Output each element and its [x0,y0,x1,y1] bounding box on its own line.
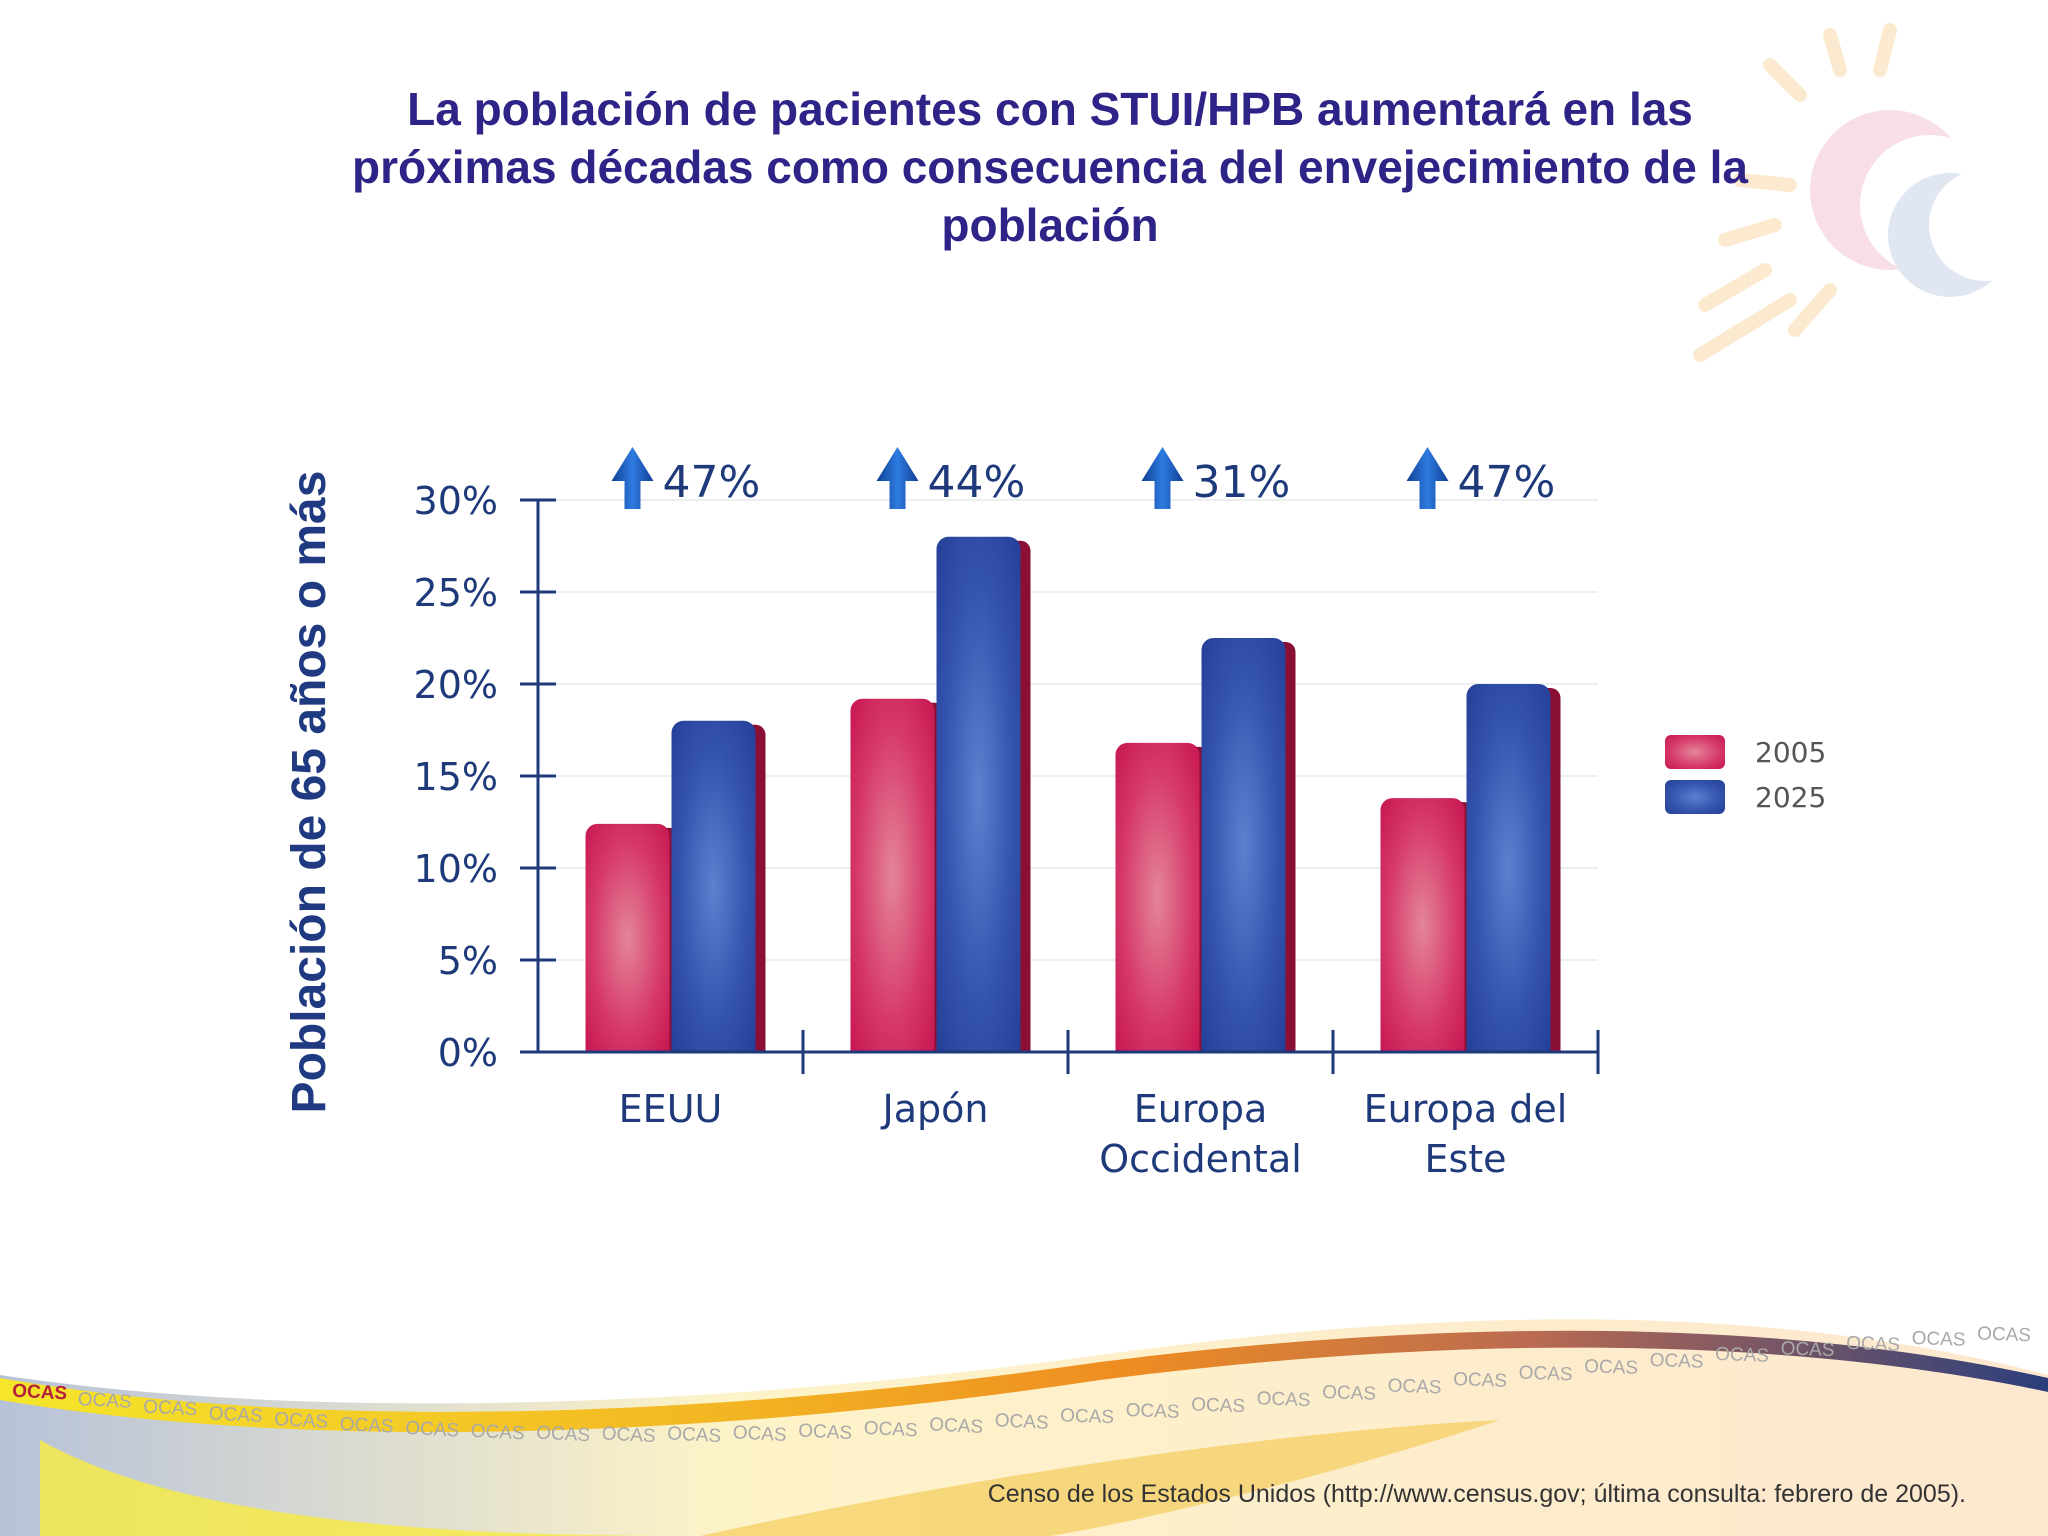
ocas-watermark-word: OCAS [1453,1369,1508,1392]
ocas-watermark-word: OCAS [536,1423,591,1447]
title-line-2: próximas décadas como consecuencia del e… [352,141,1748,193]
title-line-1: La población de pacientes con STUI/HPB a… [407,83,1693,135]
legend-swatch-2005 [1665,735,1725,769]
ocas-watermark-word: OCAS [77,1389,132,1413]
ocas-watermark-word: OCAS [339,1414,394,1438]
x-category-label: EEUU [619,1087,723,1131]
y-axis-title: Población de 65 años o más [283,471,336,1114]
ocas-watermark-word: OCAS [274,1409,329,1433]
up-arrow-icon [1406,447,1449,509]
x-category-label: Este [1424,1137,1506,1181]
y-tick-label: 5% [438,939,498,983]
ocas-watermark-word: OCAS [470,1421,525,1445]
y-tick-label: 20% [414,663,498,707]
ocas-watermark-word: OCAS [667,1423,722,1447]
chart-bars [585,536,1561,1052]
ocas-watermark-word: OCAS [1060,1405,1115,1428]
increase-label: 44% [928,457,1026,508]
up-arrow-icon [876,447,919,509]
y-tick-label: 15% [414,755,498,799]
increase-label: 31% [1193,457,1291,508]
legend-label: 2005 [1755,736,1826,769]
increase-annotations: 47% 44% 31% 47% [611,447,1556,509]
ocas-watermark-word: OCAS [1322,1382,1377,1405]
ocas-watermark-word: OCAS [1977,1323,2032,1346]
chart-axes [520,498,1600,1074]
ocas-watermark-word: OCAS [1256,1388,1311,1411]
legend: 2005 2025 [1665,735,1826,814]
title-line-3: población [941,199,1159,251]
ocas-watermark-word: OCAS [929,1414,984,1438]
ocas-watermark-word: OCAS [1584,1356,1639,1379]
legend-swatch-2025 [1665,780,1725,814]
source-note: Censo de los Estados Unidos (http://www.… [987,1480,1966,1508]
bar-2025 [671,720,756,1052]
x-category-label: Europa [1134,1087,1268,1131]
ocas-watermark-word: OCAS [994,1410,1049,1434]
ocas-watermark-word: OCAS [1846,1333,1901,1356]
slide-title: La población de pacientes con STUI/HPB a… [260,80,1840,254]
ocas-watermark-word: OCAS [1518,1363,1573,1386]
bar-2025 [1466,684,1551,1052]
ocas-watermark-word: OCAS [601,1423,656,1447]
ocas-watermark-word: OCAS [1125,1400,1180,1423]
bar-2025 [1201,638,1286,1052]
ocas-watermark-word: OCAS [143,1397,198,1421]
y-tick-label: 10% [414,847,498,891]
bar-2025 [936,536,1021,1052]
ocas-watermark-word: OCAS [1715,1344,1770,1367]
sun-moon-logo-icon [1693,23,2041,362]
bar-2005 [1380,798,1465,1052]
ocas-watermark-word: OCAS [732,1422,787,1446]
up-arrow-icon [611,447,654,509]
ocas-watermark-word: OCAS [405,1418,460,1442]
ocas-watermark-word: OCAS [1387,1376,1442,1399]
bar-2005 [850,698,935,1052]
y-tick-labels: 0% 5% 10% 15% 20% 25% 30% [414,479,498,1075]
x-category-label: Occidental [1099,1137,1302,1181]
ocas-watermark-word: OCAS [1191,1394,1246,1417]
ocas-watermark-word: OCAS [1649,1350,1704,1373]
ocas-watermark: OCAS OCAS OCAS OCAS OCAS OCAS OCAS OCAS OCAS OCAS… [12,1323,2032,1447]
ocas-watermark-word: OCAS [798,1420,853,1444]
ocas-watermark-word: OCAS [1780,1338,1835,1361]
x-category-label: Europa del [1364,1087,1568,1131]
legend-label: 2025 [1755,781,1826,814]
bar-2005 [1115,742,1200,1052]
ocas-watermark-word: OCAS [1911,1328,1966,1351]
ocas-watermark-word: OCAS [12,1381,68,1405]
y-tick-label: 25% [414,571,498,615]
ocas-watermark-word: OCAS [208,1403,263,1427]
increase-label: 47% [663,457,761,508]
ocas-watermark-word: OCAS [863,1418,918,1442]
up-arrow-icon [1141,447,1184,509]
x-category-label: Japón [881,1087,989,1131]
y-tick-label: 30% [414,479,498,523]
y-tick-label: 0% [438,1031,498,1075]
bottom-wave-decoration [0,1319,2048,1536]
x-category-labels: EEUU Japón Europa Occidental Europa del Este [619,1087,1568,1181]
bar-2005 [585,823,670,1052]
increase-label: 47% [1458,457,1556,508]
